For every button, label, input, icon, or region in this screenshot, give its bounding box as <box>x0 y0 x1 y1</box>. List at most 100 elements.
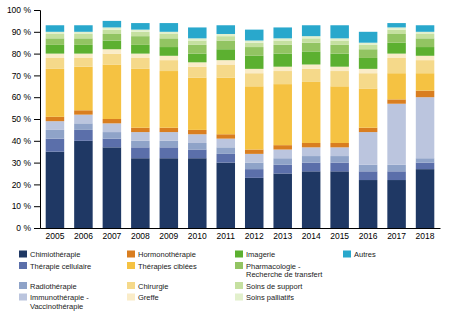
bar-segment <box>245 178 264 228</box>
bar-segment <box>74 54 93 58</box>
bar-segment <box>359 132 378 165</box>
bar-segment <box>387 171 406 180</box>
bar-segment <box>273 145 292 149</box>
bar-segment <box>188 130 207 134</box>
bar-segment <box>330 171 349 228</box>
bar-segment <box>387 54 406 58</box>
series <box>46 65 435 150</box>
bar-segment <box>302 147 321 156</box>
legend-swatch <box>127 262 135 269</box>
bar-segment <box>188 54 207 63</box>
tick-label: 30 % <box>12 158 32 168</box>
tick-mark <box>34 97 40 98</box>
bar-segment <box>160 56 179 60</box>
bar-segment <box>160 71 179 128</box>
tick-mark <box>34 163 40 164</box>
tick-label: 2016 <box>359 231 378 241</box>
bar-segment <box>416 97 435 158</box>
bar-segment <box>160 132 179 141</box>
bar-segment <box>302 143 321 147</box>
bar-segment <box>74 67 93 111</box>
tick: 2008 <box>131 231 150 241</box>
legend-item: Hormonothérapie <box>127 250 196 259</box>
bar-segment <box>416 73 435 90</box>
bar-segment <box>46 69 65 117</box>
bar-segment <box>103 21 122 28</box>
bar-segment <box>273 45 292 54</box>
legend-label: Chirurgie <box>138 282 168 291</box>
bar-segment <box>245 47 264 56</box>
legend-swatch <box>19 282 27 289</box>
legend-label: Hormonothérapie <box>138 250 196 259</box>
tick: 2006 <box>74 231 93 241</box>
legend-label-line: Greffe <box>138 293 159 302</box>
bar-segment <box>46 152 65 228</box>
bar-segment <box>217 163 236 228</box>
tick-mark <box>34 10 40 11</box>
tick-label: 20 % <box>12 180 32 190</box>
tick: 2012 <box>245 231 264 241</box>
bar-segment <box>103 49 122 53</box>
bar-segment <box>416 169 435 228</box>
bar-segment <box>74 141 93 228</box>
legend-swatch <box>127 282 135 289</box>
bar-segment <box>387 27 406 29</box>
legend-item: Immunothérapie -Vaccinothérapie <box>19 293 89 311</box>
tick-label: 2012 <box>245 231 264 241</box>
bar-segment <box>131 45 150 54</box>
legend-swatch <box>19 294 27 301</box>
bar-segment <box>302 65 321 69</box>
bar-segment <box>359 69 378 73</box>
legend-item: Thérapies ciblées <box>127 262 197 271</box>
bar-segment <box>330 156 349 163</box>
bar-segment <box>273 84 292 145</box>
bar-segment <box>302 25 321 36</box>
tick-mark <box>34 228 40 229</box>
bar-segment <box>330 143 349 147</box>
bar-segment <box>46 139 65 152</box>
bar-segment <box>273 27 292 38</box>
tick: 50 % <box>12 114 40 124</box>
legend-label: Autres <box>354 250 376 259</box>
legend-item: Greffe <box>127 293 159 302</box>
bar-segment <box>217 154 236 163</box>
bar-segment <box>160 23 179 32</box>
bar-segment <box>273 150 292 159</box>
bar-segment <box>103 132 122 139</box>
legend-label-line: Soins palliatifs <box>246 293 294 302</box>
bar-segment <box>188 134 207 143</box>
bar-segment <box>131 36 150 45</box>
bar-segment <box>416 60 435 73</box>
bar-segment <box>359 73 378 88</box>
bar-segment <box>387 99 406 103</box>
bar-segment <box>302 69 321 82</box>
bar-segment <box>188 41 207 45</box>
bar-segment <box>416 91 435 98</box>
axis-domain <box>34 11 41 229</box>
legend-label: Immunothérapie -Vaccinothérapie <box>30 293 89 311</box>
legend-swatch <box>343 251 351 258</box>
legend-label: Chimiothérapie <box>30 250 80 259</box>
legend-label-line: Imagerie <box>246 250 275 259</box>
tick-label: 2015 <box>330 231 349 241</box>
bar-segment <box>46 38 65 45</box>
tick-label: 80 % <box>12 49 32 59</box>
bar-segment <box>302 51 321 64</box>
bar-segment <box>103 54 122 65</box>
bar-segment <box>74 34 93 38</box>
bar-segment <box>330 147 349 156</box>
bar-segment <box>387 23 406 27</box>
bar-segment <box>103 123 122 132</box>
tick: 2014 <box>302 231 321 241</box>
legend-item: Pharmacologie -Recherche de transfert <box>235 262 323 280</box>
tick-label: 2008 <box>131 231 150 241</box>
legend-label: Radiothérapie <box>30 282 77 291</box>
bar-segment <box>160 128 179 132</box>
legend-item: Autres <box>343 250 376 259</box>
tick-label: 2006 <box>74 231 93 241</box>
bar-segment <box>245 56 264 69</box>
bar-segment <box>302 82 321 143</box>
bar-segment <box>245 69 264 73</box>
legend-swatch <box>19 251 27 258</box>
bar-segment <box>74 58 93 67</box>
